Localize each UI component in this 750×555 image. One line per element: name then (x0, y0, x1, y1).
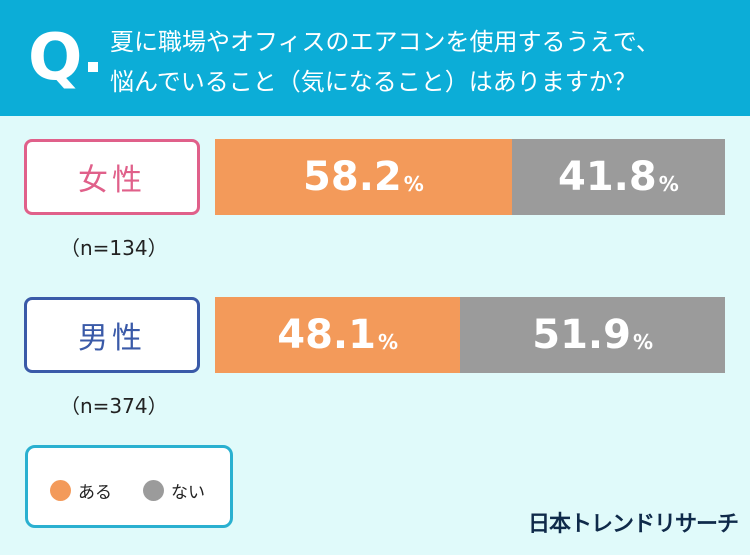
brand-logo: 日本トレンドリサーチ (528, 512, 739, 537)
legend-swatch-aru (50, 480, 71, 501)
bar-male-nai: 51.9% (460, 297, 725, 373)
question-header: Q 夏に職場やオフィスのエアコンを使用するうえで、 悩んでいること（気になること… (0, 0, 750, 116)
bar-unit-label: % (403, 172, 424, 196)
bar-male-aru: 48.1% (215, 297, 461, 373)
bar-unit-label: % (658, 172, 679, 196)
bar-female-aru: 58.2% (215, 139, 512, 215)
bar-value-label: 51.9 (532, 312, 631, 358)
category-label-female: 女性 (24, 139, 200, 215)
question-line-1: 夏に職場やオフィスのエアコンを使用するうえで、 (110, 28, 660, 56)
bar-value-label: 48.1 (277, 312, 376, 358)
legend-item-aru: ある (50, 478, 112, 503)
bar-unit-label: % (377, 330, 399, 354)
legend: ある ない (25, 445, 233, 528)
legend-swatch-nai (143, 480, 164, 501)
sample-size-female: （n=134） (60, 236, 168, 260)
bar-value-label: 41.8 (558, 154, 657, 200)
question-line-2: 悩んでいること（気になること）はありますか？ (110, 68, 637, 96)
legend-label-aru: ある (78, 483, 112, 503)
bar-female-nai: 41.8% (511, 139, 725, 215)
bar-value-label: 58.2 (303, 154, 402, 200)
legend-item-nai: ない (143, 478, 205, 503)
category-label-male: 男性 (24, 297, 200, 373)
sample-size-male: （n=374） (60, 394, 168, 418)
legend-label-nai: ない (171, 483, 205, 503)
q-mark: Q (28, 21, 83, 95)
q-dot (88, 62, 98, 72)
bar-unit-label: % (632, 330, 654, 354)
